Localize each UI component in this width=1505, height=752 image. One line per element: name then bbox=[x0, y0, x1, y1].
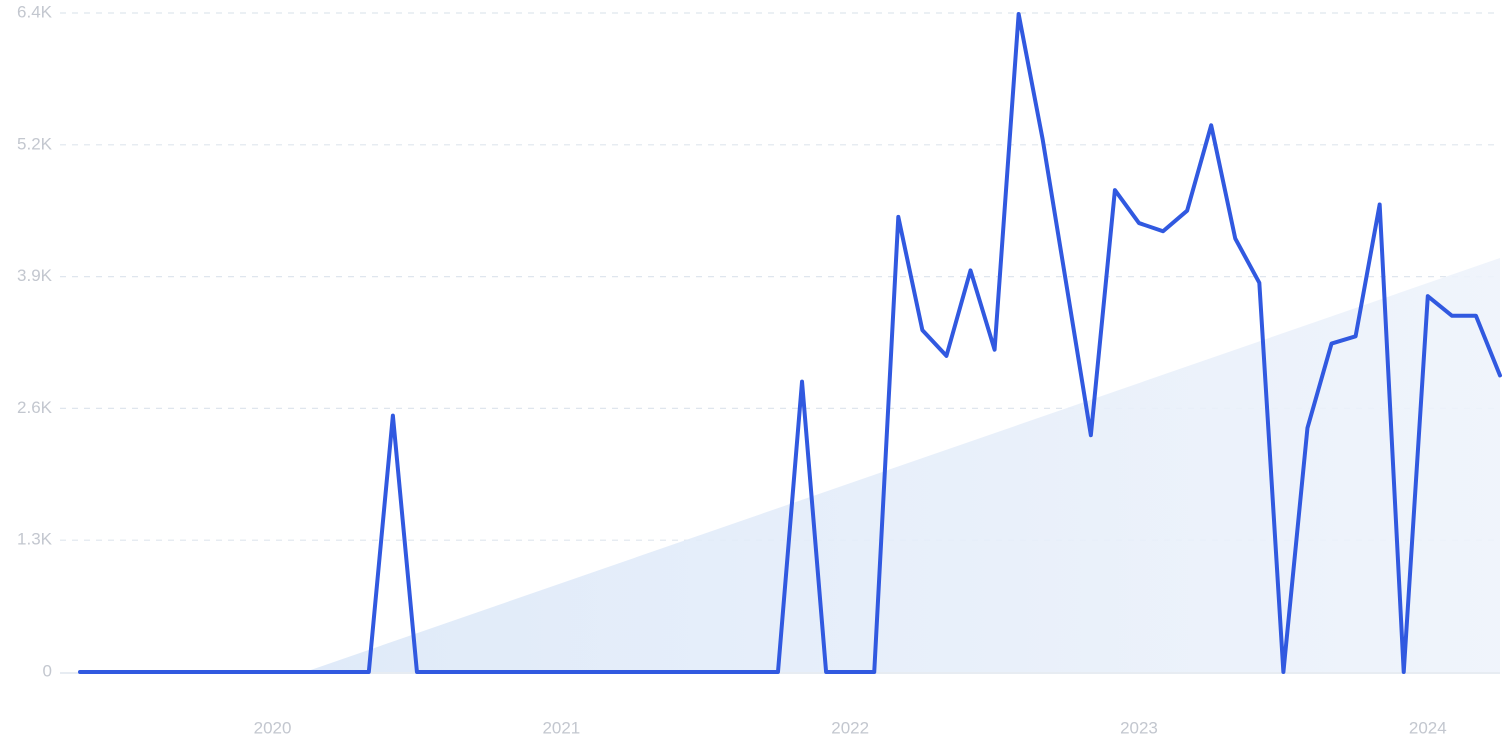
y-tick-label: 3.9K bbox=[17, 266, 53, 285]
x-tick-label: 2021 bbox=[542, 718, 580, 737]
x-tick-label: 2022 bbox=[831, 718, 869, 737]
y-tick-label: 5.2K bbox=[17, 134, 53, 153]
trend-area bbox=[305, 258, 1500, 672]
y-tick-label: 2.6K bbox=[17, 398, 53, 417]
x-tick-label: 2020 bbox=[254, 718, 292, 737]
y-tick-label: 6.4K bbox=[17, 2, 53, 21]
x-tick-label: 2024 bbox=[1409, 718, 1447, 737]
y-tick-label: 0 bbox=[43, 661, 52, 680]
y-tick-label: 1.3K bbox=[17, 530, 53, 549]
data-line bbox=[78, 12, 1502, 674]
x-tick-label: 2023 bbox=[1120, 718, 1158, 737]
